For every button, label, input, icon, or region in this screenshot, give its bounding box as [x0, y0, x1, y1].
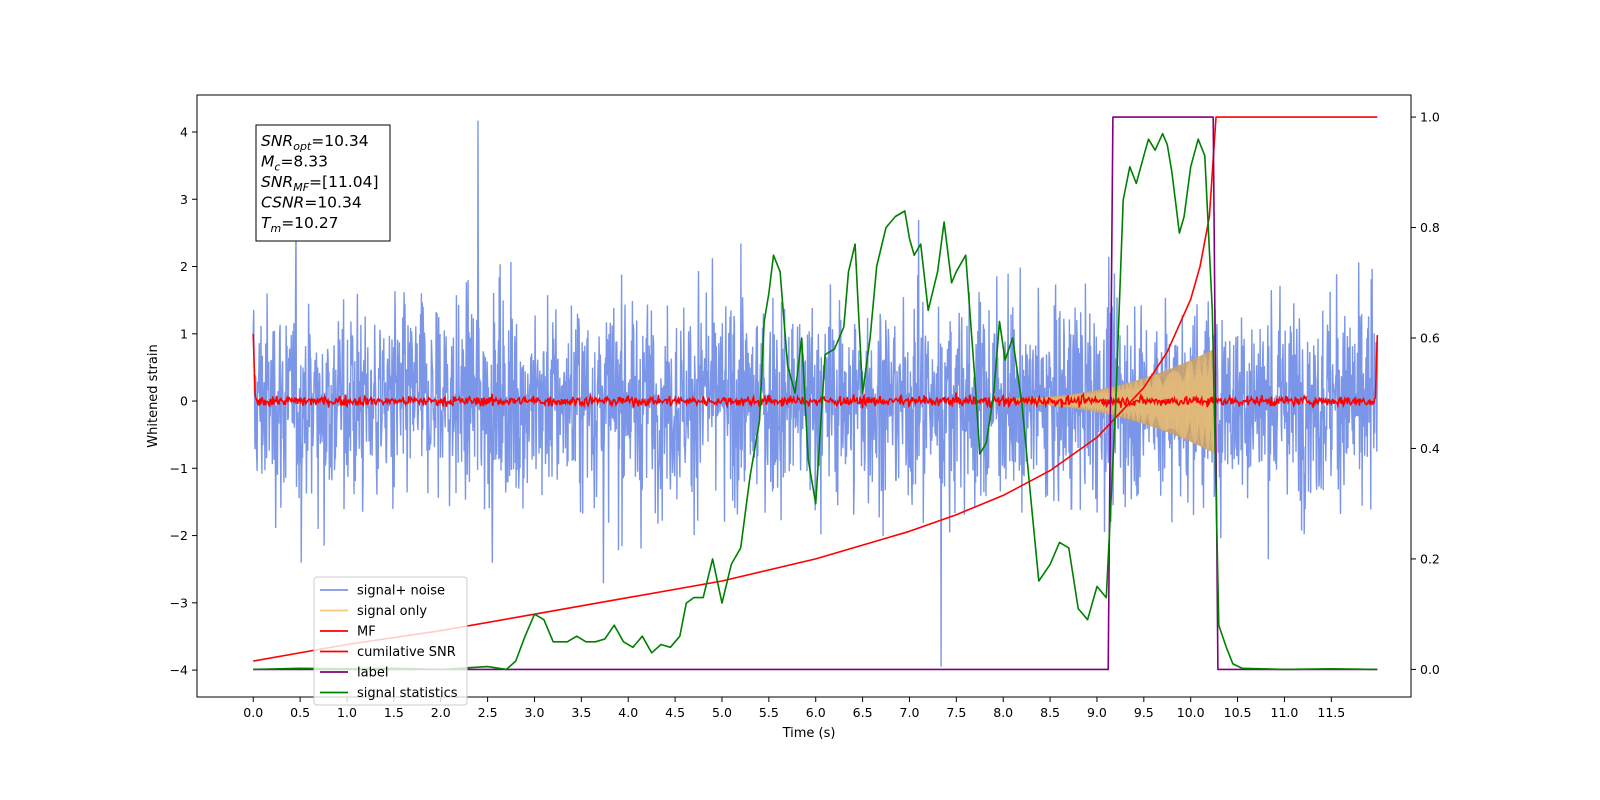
x-axis-label: Time (s) [782, 726, 836, 741]
plot-area [252, 116, 1379, 671]
x-tick-label: 0.0 [243, 705, 263, 720]
x-tick-label: 8.5 [1040, 705, 1060, 720]
legend-entry: signal+ noise [357, 584, 445, 599]
plot-frame [196, 94, 1412, 698]
info-line: SNRopt=10.34 [261, 132, 369, 153]
y-tick-label: −2 [170, 528, 188, 543]
x-tick-label: 1.0 [337, 705, 357, 720]
x-tick-label: 10.0 [1177, 705, 1205, 720]
legend-entry: cumilative SNR [357, 645, 456, 660]
y2-tick-label: 0.8 [1420, 220, 1440, 235]
info-box-frame [255, 124, 391, 242]
y-tick-label: −1 [170, 461, 188, 476]
x-tick-label: 5.0 [712, 705, 732, 720]
legend-entry: signal only [357, 604, 427, 619]
x-tick-label: 11.0 [1271, 705, 1299, 720]
y-tick-label: 4 [180, 124, 188, 139]
y-tick-label: 3 [180, 192, 188, 207]
x-tick-label: 2.0 [431, 705, 451, 720]
series-mf [252, 333, 1379, 409]
axes: 0.0 0.5 1.0 1.5 2.0 2.5 3.0 3.5 4.0 4.5 5.0 5.5 6.0 6… [146, 94, 1440, 741]
x-tick-label: 2.5 [478, 705, 498, 720]
x-tick-label: 7.0 [900, 705, 920, 720]
x-tick-label: 10.5 [1224, 705, 1252, 720]
legend-entry: label [357, 666, 388, 681]
series-signal-statistics [253, 132, 1378, 671]
y2-tick-label: 0.4 [1420, 441, 1440, 456]
x-tick-label: 6.0 [806, 705, 826, 720]
x-tick-label: 5.5 [759, 705, 779, 720]
x-tick-label: 3.5 [571, 705, 591, 720]
y-axis-label: Whitened strain [146, 344, 161, 447]
y-tick-label: 1 [180, 326, 188, 341]
x-tick-label: 3.0 [525, 705, 545, 720]
x-tick-label: 9.5 [1134, 705, 1154, 720]
info-line: Mc=8.33 [261, 153, 328, 174]
series-label [253, 116, 1378, 671]
x-tick-label: 4.5 [665, 705, 685, 720]
y-tick-label: −3 [170, 595, 188, 610]
info-box: SNRopt=10.34Mc=8.33SNRMF=[11.04]CSNR=10.… [255, 124, 391, 242]
y-tick-label: 0 [180, 394, 188, 409]
info-line: CSNR=10.34 [261, 194, 362, 212]
x-tick-label: 8.0 [993, 705, 1013, 720]
x-tick-label: 7.5 [946, 705, 966, 720]
legend-entry: MF [357, 625, 376, 640]
x-tick-label: 9.0 [1087, 705, 1107, 720]
y2-tick-label: 0.0 [1420, 662, 1440, 677]
x-tick-label: 11.5 [1317, 705, 1345, 720]
y2-tick-label: 0.2 [1420, 551, 1440, 566]
x-tick-label: 1.5 [384, 705, 404, 720]
x-tick-label: 6.5 [853, 705, 873, 720]
y2-tick-label: 0.6 [1420, 331, 1440, 346]
legend-frame [313, 576, 468, 706]
legend-entry: signal statistics [357, 686, 458, 701]
info-line: SNRMF=[11.04] [261, 173, 379, 194]
y-tick-label: −4 [170, 663, 188, 678]
x-tick-label: 0.5 [290, 705, 310, 720]
x-tick-label: 4.0 [618, 705, 638, 720]
info-line: Tm=10.27 [261, 214, 339, 235]
y2-tick-label: 1.0 [1420, 110, 1440, 125]
legend: signal+ noise signal only MF cumilative SNR… [313, 576, 468, 706]
y-tick-label: 2 [180, 259, 188, 274]
